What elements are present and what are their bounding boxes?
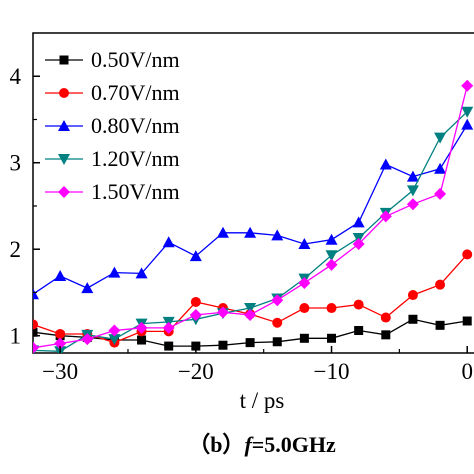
- data-point: [352, 238, 365, 251]
- data-point: [462, 249, 473, 260]
- data-point: [33, 341, 39, 353]
- data-point: [352, 216, 365, 228]
- caption-italic: f: [244, 432, 254, 457]
- data-point: [461, 118, 474, 130]
- data-point: [245, 338, 255, 348]
- data-point: [327, 333, 337, 343]
- data-point: [135, 267, 148, 279]
- data-point: [379, 158, 392, 170]
- x-tick-label: −30: [42, 359, 78, 384]
- x-tick-label: 0: [461, 359, 473, 384]
- data-point: [108, 266, 121, 278]
- data-point: [381, 330, 391, 340]
- legend: 0.50V/nm 0.70V/nm 0.80V/nm 1.20V/nm 1.50V/nm: [45, 47, 180, 204]
- figure-caption: （b）f=5.0GHz: [188, 432, 336, 457]
- data-point: [216, 226, 229, 238]
- x-axis-title: t / ps: [240, 388, 285, 413]
- data-point: [164, 341, 174, 351]
- data-point: [408, 314, 418, 324]
- data-point: [108, 324, 121, 337]
- data-point: [272, 317, 283, 328]
- legend-marker: [59, 88, 69, 98]
- data-point: [406, 185, 419, 197]
- data-point: [135, 321, 148, 334]
- legend-label: 0.50V/nm: [91, 47, 180, 72]
- data-point: [379, 210, 392, 223]
- y-tick-label: 4: [10, 64, 22, 89]
- y-tick-label: 1: [10, 324, 22, 349]
- data-point: [298, 238, 311, 250]
- data-point: [244, 308, 257, 321]
- series-group: [33, 79, 474, 353]
- legend-label: 0.70V/nm: [91, 80, 180, 105]
- data-point: [326, 303, 337, 314]
- data-point: [354, 326, 364, 336]
- data-point: [298, 276, 311, 289]
- x-tick-label: −10: [314, 359, 350, 384]
- data-point: [189, 250, 202, 262]
- data-point: [271, 294, 284, 307]
- data-point: [108, 334, 121, 346]
- data-point: [137, 335, 147, 345]
- data-point: [299, 303, 310, 314]
- data-point: [33, 288, 39, 300]
- data-point: [33, 319, 38, 330]
- y-tick-label: 2: [10, 237, 22, 262]
- data-point: [244, 226, 257, 238]
- data-point: [244, 303, 257, 315]
- data-point: [55, 328, 66, 339]
- data-point: [353, 299, 364, 310]
- data-point: [406, 198, 419, 211]
- data-point: [162, 321, 175, 334]
- data-point: [407, 290, 418, 301]
- data-point: [325, 250, 338, 262]
- data-point: [461, 79, 474, 92]
- series-line: [33, 253, 468, 344]
- data-point: [461, 106, 474, 118]
- data-point: [54, 270, 67, 282]
- data-point: [33, 327, 38, 337]
- plot-frame: [32, 32, 474, 354]
- x-tick-label: −20: [178, 359, 214, 384]
- legend-marker: [58, 154, 70, 165]
- data-point: [462, 316, 472, 326]
- series-layer: [33, 79, 474, 353]
- legend-label: 1.20V/nm: [91, 146, 180, 171]
- data-point: [54, 337, 67, 350]
- data-point: [435, 279, 446, 290]
- data-point: [434, 162, 447, 174]
- data-point: [162, 236, 175, 248]
- data-point: [299, 333, 309, 343]
- data-point: [81, 333, 94, 346]
- y-tick-label: 3: [10, 151, 22, 176]
- legend-marker: [58, 186, 70, 198]
- data-point: [406, 170, 419, 182]
- data-point: [434, 187, 447, 200]
- data-point: [380, 312, 391, 323]
- caption-prefix: （b）: [188, 432, 244, 457]
- legend-label: 0.80V/nm: [91, 113, 180, 138]
- data-point: [272, 337, 282, 347]
- data-point: [81, 282, 94, 294]
- data-point: [190, 296, 201, 307]
- data-point: [218, 340, 228, 350]
- data-point: [435, 320, 445, 330]
- data-point: [325, 258, 338, 271]
- data-point: [271, 229, 284, 241]
- legend-label: 1.50V/nm: [91, 179, 180, 204]
- legend-marker: [58, 120, 70, 131]
- data-point: [325, 233, 338, 245]
- data-point: [189, 308, 202, 321]
- caption-suffix: =5.0GHz: [252, 432, 336, 457]
- data-point: [434, 132, 447, 144]
- data-point: [216, 306, 229, 319]
- legend-marker: [59, 55, 69, 65]
- axis-ticks: −30 −20 −10 0 1 2 3 4: [10, 64, 473, 384]
